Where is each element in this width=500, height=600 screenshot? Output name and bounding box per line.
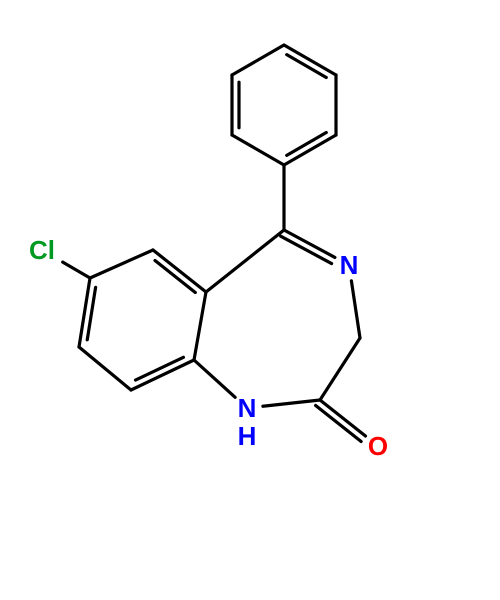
molecule-diagram: NNHOCl [0,0,500,600]
atom-o: O [368,431,388,461]
atom-n: N [340,250,359,280]
atom-n: N [238,393,257,423]
atom-h: H [238,421,257,451]
atom-cl: Cl [29,235,55,265]
